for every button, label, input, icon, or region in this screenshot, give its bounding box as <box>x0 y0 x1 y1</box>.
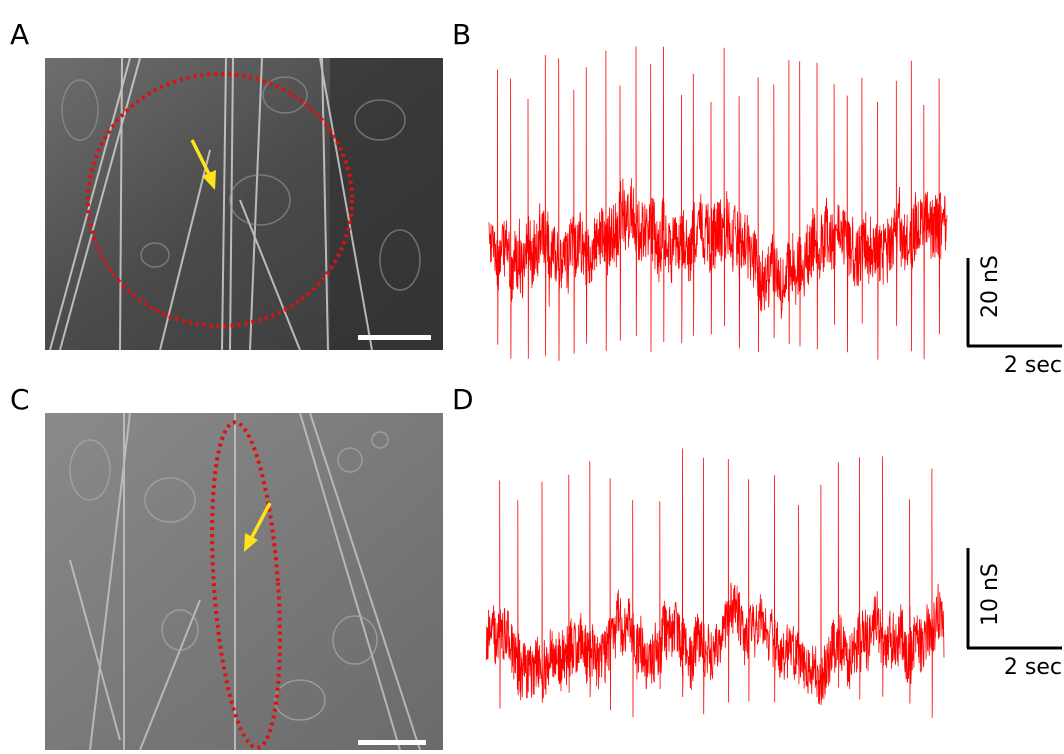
figure: A B C D <box>0 0 1064 754</box>
scale-label: 20 nS <box>978 255 1003 318</box>
panel-label: B <box>452 18 471 51</box>
panel-label: D <box>452 383 474 416</box>
micrograph <box>45 413 443 750</box>
trace <box>486 449 944 718</box>
panel-label: A <box>10 18 29 51</box>
panel-label: C <box>10 383 30 416</box>
scale-label: 10 nS <box>978 563 1003 626</box>
scale-label: 2 sec <box>1004 353 1062 378</box>
trace <box>489 46 947 361</box>
scale-label: 2 sec <box>1004 655 1062 680</box>
micrograph <box>45 58 443 350</box>
